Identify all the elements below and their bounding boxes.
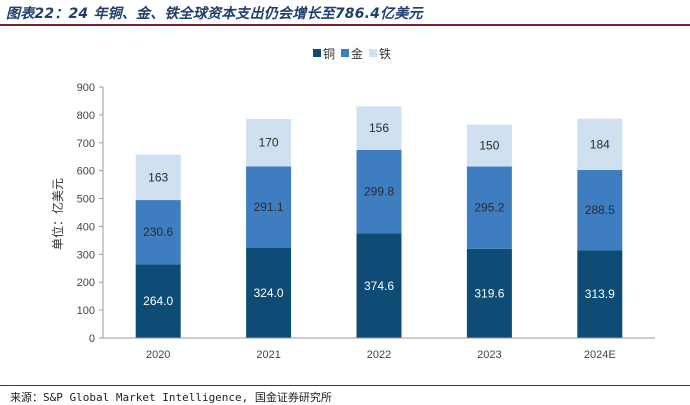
data-label: 319.6 — [474, 286, 504, 300]
legend-swatch-铜 — [313, 49, 321, 57]
data-label: 184 — [590, 137, 610, 151]
data-label: 264.0 — [143, 294, 173, 308]
data-label: 295.2 — [474, 201, 504, 215]
bar-group-2020: 264.0 230.6 163 — [135, 154, 181, 338]
data-label: 288.5 — [585, 203, 615, 217]
bar-segment-铜 — [356, 233, 402, 338]
bar-segment-铁 — [577, 118, 623, 170]
stacked-bar-chart: 铜 金 铁 0 100 200 300 400 500 600 700 800 900 264.0 23… — [50, 46, 655, 361]
legend-label: 金 — [351, 46, 363, 61]
bars: 264.0230.6163324.0291.1170374.6299.81563… — [135, 106, 623, 338]
y-tick-label: 400 — [77, 221, 95, 233]
y-tick-label: 800 — [77, 110, 95, 122]
legend: 铜金铁 — [313, 46, 391, 61]
bar-segment-铜 — [246, 247, 292, 338]
y-tick-label: 200 — [77, 277, 95, 289]
source-note: 来源：S&P Global Market Intelligence, 国金证券研… — [10, 391, 332, 404]
title-divider — [0, 24, 690, 26]
bar-group-2024E: 313.9 288.5 184 — [577, 118, 623, 338]
bar-segment-铁 — [246, 119, 292, 167]
bar-group-2021: 324.0 291.1 170 — [246, 119, 292, 338]
data-label: 156 — [369, 121, 389, 135]
data-label: 163 — [148, 170, 168, 184]
legend-swatch-金 — [341, 49, 349, 57]
bar-group-2022: 374.6 299.8 156 — [356, 106, 402, 338]
bar-segment-金 — [466, 166, 512, 249]
y-tick-label: 300 — [77, 249, 95, 261]
legend-label: 铜 — [323, 46, 335, 61]
legend-label: 铁 — [379, 47, 391, 61]
x-tick-label: 2024E — [584, 349, 616, 361]
data-label: 374.6 — [364, 279, 394, 293]
y-axis: 0 100 200 300 400 500 600 700 800 900 — [77, 82, 104, 345]
bar-segment-金 — [356, 149, 402, 234]
legend-swatch-铁 — [369, 49, 377, 57]
x-tick-label: 2022 — [367, 349, 391, 361]
data-label: 230.6 — [143, 225, 173, 239]
data-label: 150 — [479, 139, 499, 153]
data-label: 170 — [259, 136, 279, 150]
x-tick-label: 2021 — [256, 349, 280, 361]
bar-segment-金 — [577, 169, 623, 251]
bar-segment-铜 — [135, 264, 181, 338]
y-tick-label: 0 — [89, 333, 95, 345]
figure-title: 图表22：24 年铜、金、铁全球资本支出仍会增长至786.4亿美元 — [6, 6, 423, 22]
bar-segment-铁 — [356, 106, 402, 150]
bar-segment-铜 — [577, 250, 623, 338]
bar-segment-金 — [246, 166, 292, 248]
footer-divider — [0, 385, 690, 386]
data-label: 299.8 — [364, 185, 394, 199]
y-axis-label: 单位：亿美元 — [50, 178, 65, 250]
data-label: 291.1 — [254, 200, 284, 214]
x-tick-label: 2023 — [477, 349, 501, 361]
y-tick-label: 600 — [77, 166, 95, 178]
bar-segment-铜 — [466, 248, 512, 338]
bar-segment-铁 — [466, 124, 512, 167]
y-tick-label: 500 — [77, 194, 95, 206]
bar-segment-金 — [135, 200, 181, 265]
bar-segment-铁 — [135, 154, 181, 201]
x-axis: 2020 2021 2022 2023 2024E — [103, 337, 655, 361]
data-label: 313.9 — [585, 287, 615, 301]
bar-group-2023: 319.6 295.2 150 — [466, 124, 512, 338]
data-label: 324.0 — [254, 286, 284, 300]
x-tick-label: 2020 — [146, 349, 170, 361]
y-tick-label: 100 — [77, 305, 95, 317]
y-tick-label: 700 — [77, 138, 95, 150]
y-tick-label: 900 — [77, 82, 95, 94]
